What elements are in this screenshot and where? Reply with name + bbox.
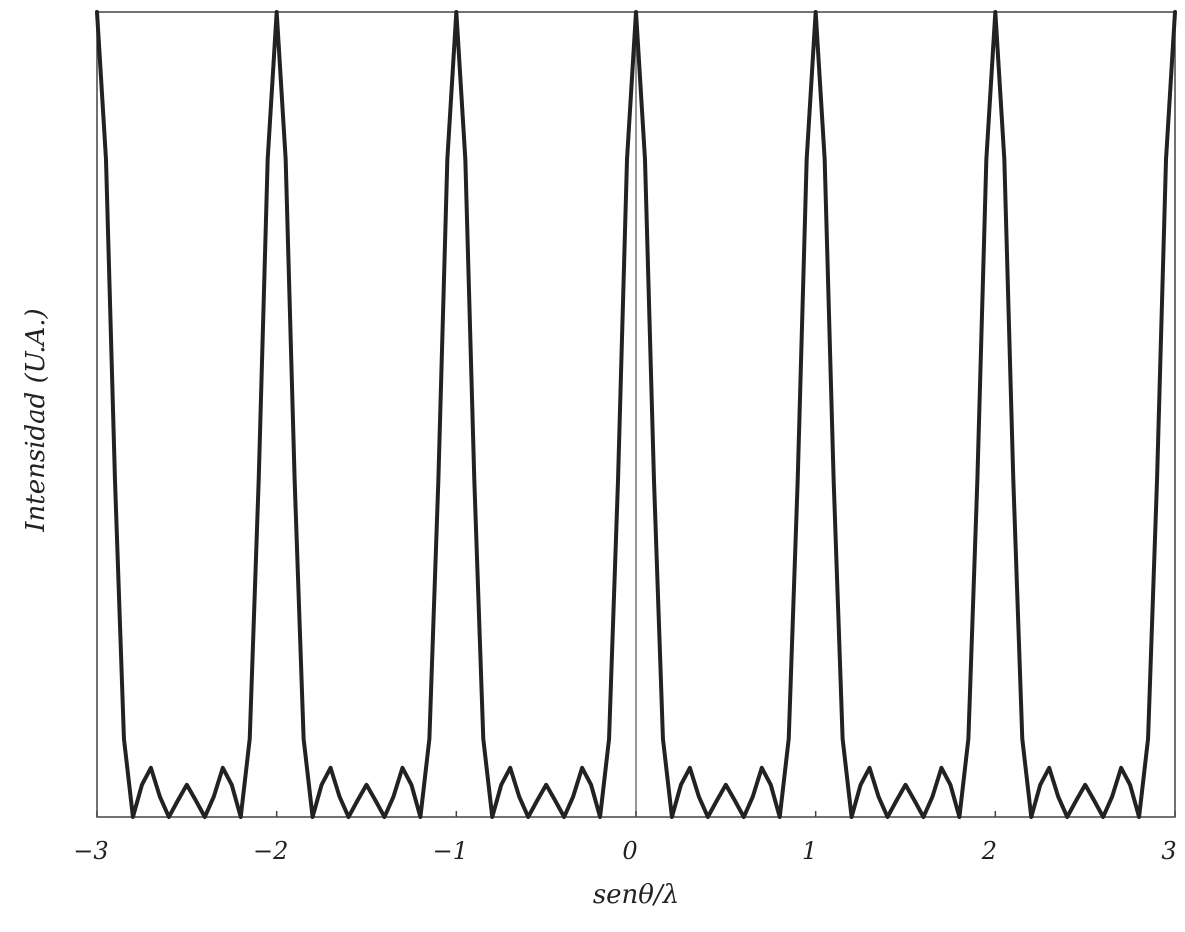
x-tick-label: −3 — [73, 837, 108, 865]
x-tick-label: 0 — [622, 837, 637, 865]
x-axis-label: senθ/λ — [593, 880, 679, 910]
x-tick-label: 2 — [981, 837, 997, 865]
intensity-line — [95, 10, 1177, 819]
x-tick-label: −2 — [253, 837, 288, 865]
y-axis-label: Intensidad (U.A.) — [21, 308, 51, 532]
x-tick-label: 3 — [1161, 837, 1176, 865]
x-tick-label: 1 — [802, 837, 817, 865]
x-tick-label: −1 — [433, 837, 468, 865]
